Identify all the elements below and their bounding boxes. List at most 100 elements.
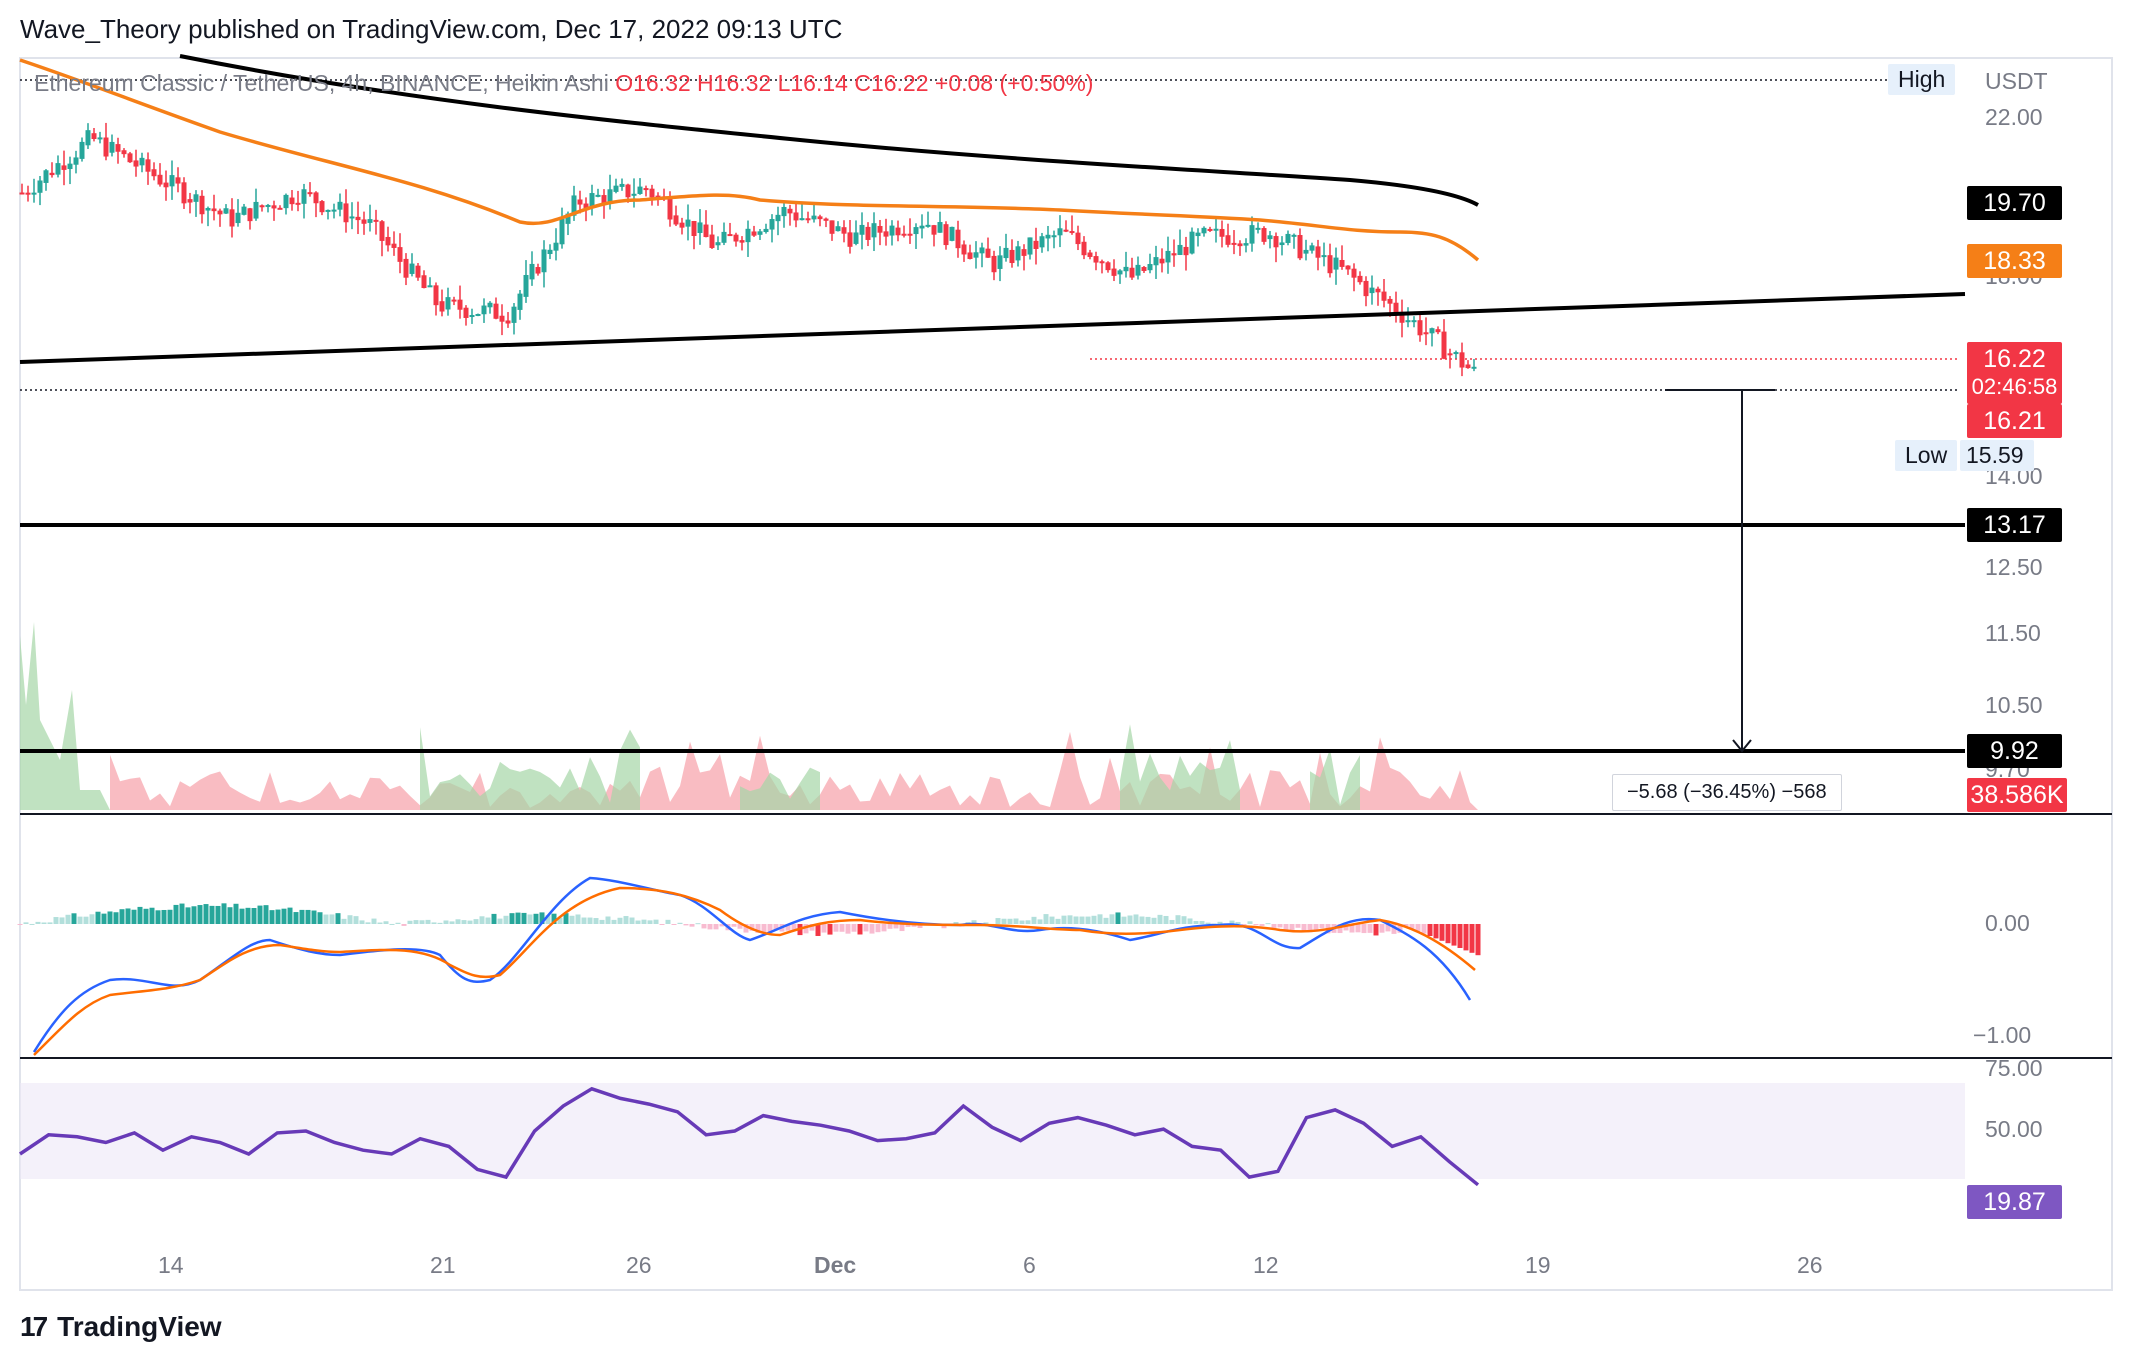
legend-symbol: Ethereum Classic / TetherUS, 4h, BINANCE… <box>34 70 609 96</box>
macd-bar <box>785 924 791 931</box>
candle-body <box>547 249 553 255</box>
candle-body <box>343 203 349 223</box>
macd-bar <box>701 924 707 929</box>
candle-body <box>727 234 733 237</box>
macd-bar <box>269 910 275 924</box>
candle-body <box>1333 257 1339 270</box>
macd-bar <box>305 909 311 924</box>
macd-axis-tick-0: 0.00 <box>1985 910 2030 936</box>
macd-bar <box>173 904 179 924</box>
macd-bar <box>881 924 887 932</box>
candle-body <box>565 213 571 224</box>
macd-bar <box>1463 924 1469 951</box>
macd-bar <box>1121 916 1127 924</box>
candle-body <box>367 219 373 223</box>
candle-body <box>1129 267 1135 278</box>
macd-bar <box>539 912 545 924</box>
candle-body <box>949 226 955 241</box>
candle-body <box>61 165 67 170</box>
macd-bar <box>503 915 509 924</box>
macd-bar <box>431 922 437 924</box>
candle-body <box>373 219 379 222</box>
candle-body <box>1423 332 1429 335</box>
macd-bar <box>497 918 503 924</box>
macd-bar <box>803 924 809 934</box>
candle-body <box>931 225 937 235</box>
candle-body <box>1273 236 1279 248</box>
macd-bar <box>125 908 131 924</box>
macd-bar <box>713 924 719 930</box>
candle-body <box>109 141 115 153</box>
rsi-axis-tick-1: 50.00 <box>1985 1116 2043 1142</box>
candle-body <box>1237 243 1243 247</box>
macd-bar <box>389 923 395 925</box>
macd-bar <box>233 903 239 924</box>
candle-body <box>49 172 55 176</box>
macd-bar <box>1397 924 1403 933</box>
macd-bar <box>1067 915 1073 924</box>
macd-bar <box>1451 924 1457 946</box>
macd-bar <box>281 908 287 924</box>
macd-bar <box>227 907 233 924</box>
macd-bar <box>1313 924 1319 931</box>
macd-bar <box>1031 916 1037 924</box>
candle-body <box>1147 264 1153 271</box>
macd-bar <box>425 919 431 924</box>
ema200-price-tag: 19.70 <box>1967 186 2062 220</box>
macd-bar <box>1109 914 1115 924</box>
candle-body <box>793 212 799 221</box>
x-tick-5: 12 <box>1253 1252 1279 1278</box>
macd-bar <box>287 907 293 924</box>
candle-body <box>991 255 997 273</box>
candle-body <box>385 236 391 246</box>
macd-bar <box>551 913 557 924</box>
macd-bar <box>341 918 347 924</box>
candle-body <box>1375 288 1381 293</box>
macd-bar <box>809 924 815 931</box>
candle-body <box>955 229 961 249</box>
legend-ohlc: O16.32 H16.32 L16.14 C16.22 +0.08 (+0.50… <box>615 70 1094 96</box>
candle-body <box>1279 242 1285 246</box>
candle-body <box>397 247 403 262</box>
candle-body <box>481 305 487 315</box>
candle-body <box>703 224 709 238</box>
macd-histogram <box>17 903 1481 956</box>
tradingview-logo[interactable]: 17 TradingView <box>20 1311 222 1343</box>
macd-bar <box>191 906 197 924</box>
candle-body <box>901 233 907 236</box>
macd-bar <box>413 920 419 924</box>
candle-body <box>817 216 823 220</box>
rsi-band <box>20 1083 1965 1179</box>
macd-bar <box>1073 916 1079 924</box>
candle-body <box>133 160 139 167</box>
candle-body <box>403 258 409 278</box>
candle-body <box>853 232 859 244</box>
candle-body <box>589 193 595 208</box>
macd-bar <box>1013 918 1019 924</box>
candle-body <box>757 231 763 235</box>
macd-bar <box>1229 920 1235 924</box>
macd-bar <box>599 919 605 924</box>
candle-body <box>1231 242 1237 245</box>
macd-bar <box>665 919 671 924</box>
macd-bar <box>371 918 377 924</box>
macd-bar <box>299 909 305 924</box>
macd-bar <box>119 909 125 924</box>
candle-body <box>55 163 61 175</box>
macd-bar <box>77 916 83 924</box>
macd-bar <box>17 924 23 925</box>
macd-bar <box>491 913 497 924</box>
macd-bar <box>35 921 41 924</box>
candle-body <box>625 184 631 198</box>
candle-body <box>619 183 625 187</box>
candle-body <box>1141 267 1147 271</box>
macd-bar <box>821 924 827 933</box>
candle-body <box>655 195 661 198</box>
candle-body <box>553 242 559 251</box>
candle-body <box>889 225 895 236</box>
macd-bar <box>239 908 245 924</box>
candle-body <box>997 255 1003 269</box>
candle-body <box>535 267 541 274</box>
candle-body <box>1207 228 1213 231</box>
